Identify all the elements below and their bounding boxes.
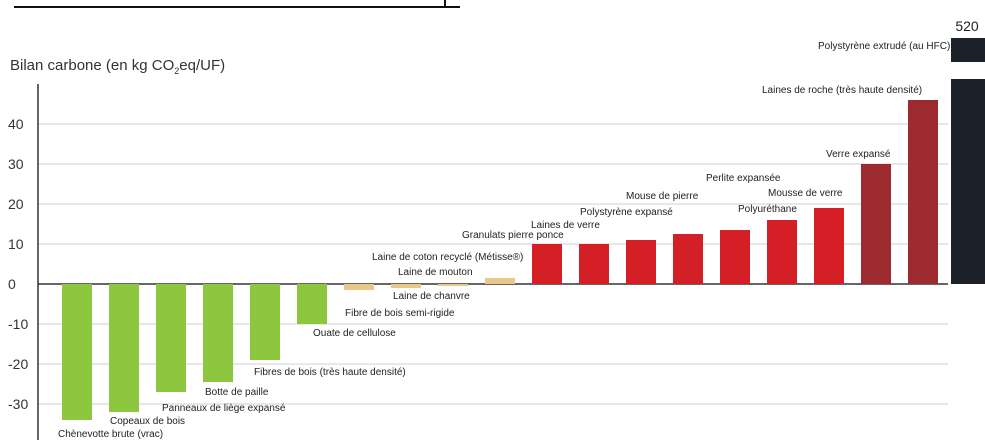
y-tick-label: -20 [8, 356, 28, 372]
bar-break [951, 62, 985, 82]
category-label: Panneaux de liège expansé [162, 403, 286, 414]
bar-layer [62, 38, 985, 420]
y-axis-label-main: Bilan carbone (en kg CO [10, 57, 174, 74]
category-label: Verre expansé [826, 149, 891, 160]
bar [344, 284, 374, 290]
bar [720, 230, 750, 284]
category-label: Fibre de bois semi-rigide [345, 308, 455, 319]
bar [951, 79, 985, 284]
category-label: Polyuréthane [738, 204, 797, 215]
axis-layer: Bilan carbone (en kg CO2eq/UF) 40 30 20 10 0… [8, 57, 225, 440]
y-axis-label-tail: eq/UF) [179, 57, 225, 74]
top-rule [14, 6, 460, 8]
category-label: Mouse de pierre [626, 191, 699, 202]
category-label: Laine de mouton [398, 267, 473, 278]
category-label: Copeaux de bois [110, 416, 185, 427]
bar [673, 234, 703, 284]
bar [62, 284, 92, 420]
bar [250, 284, 280, 360]
bar [767, 220, 797, 284]
top-rule-tick [444, 0, 446, 8]
y-tick-label: -30 [8, 396, 28, 412]
y-tick-label: 40 [8, 116, 24, 132]
bar [532, 244, 562, 284]
bar [626, 240, 656, 284]
bar [861, 164, 891, 284]
label-layer: Chènevotte brute (vrac) Copeaux de bois Pa… [58, 18, 979, 440]
y-tick-label: 20 [8, 196, 24, 212]
bar [203, 284, 233, 382]
bar [109, 284, 139, 412]
category-label: Laines de roche (très haute densité) [762, 85, 922, 96]
bar [814, 208, 844, 284]
category-label: Polystyrène extrudé (au HFC) [818, 41, 950, 52]
y-tick-label: -10 [8, 316, 28, 332]
category-label: Laines de verre [531, 220, 600, 231]
category-label: Laine de coton recyclé (Métisse®) [372, 252, 523, 263]
y-tick-label: 30 [8, 156, 24, 172]
bar [156, 284, 186, 392]
y-axis-label-sub: 2 [174, 66, 179, 76]
y-tick-label: 10 [8, 236, 24, 252]
bar-value-label: 520 [955, 18, 979, 34]
bar [579, 244, 609, 284]
bar [438, 284, 468, 286]
bar [297, 284, 327, 324]
category-label: Botte de paille [205, 387, 269, 398]
bar [908, 100, 938, 284]
bar [485, 278, 515, 284]
category-label: Fibres de bois (très haute densité) [254, 367, 406, 378]
category-label: Polystyrène expansé [580, 207, 673, 218]
y-tick-label: 0 [8, 276, 16, 292]
category-label: Chènevotte brute (vrac) [58, 429, 163, 440]
bar [391, 284, 421, 288]
category-label: Ouate de cellulose [313, 328, 396, 339]
category-label: Laine de chanvre [393, 291, 470, 302]
category-label: Granulats pierre ponce [462, 230, 564, 241]
category-label: Mousse de verre [768, 188, 843, 199]
y-axis-label: Bilan carbone (en kg CO2eq/UF) [10, 57, 225, 76]
category-label: Perlite expansée [706, 173, 781, 184]
